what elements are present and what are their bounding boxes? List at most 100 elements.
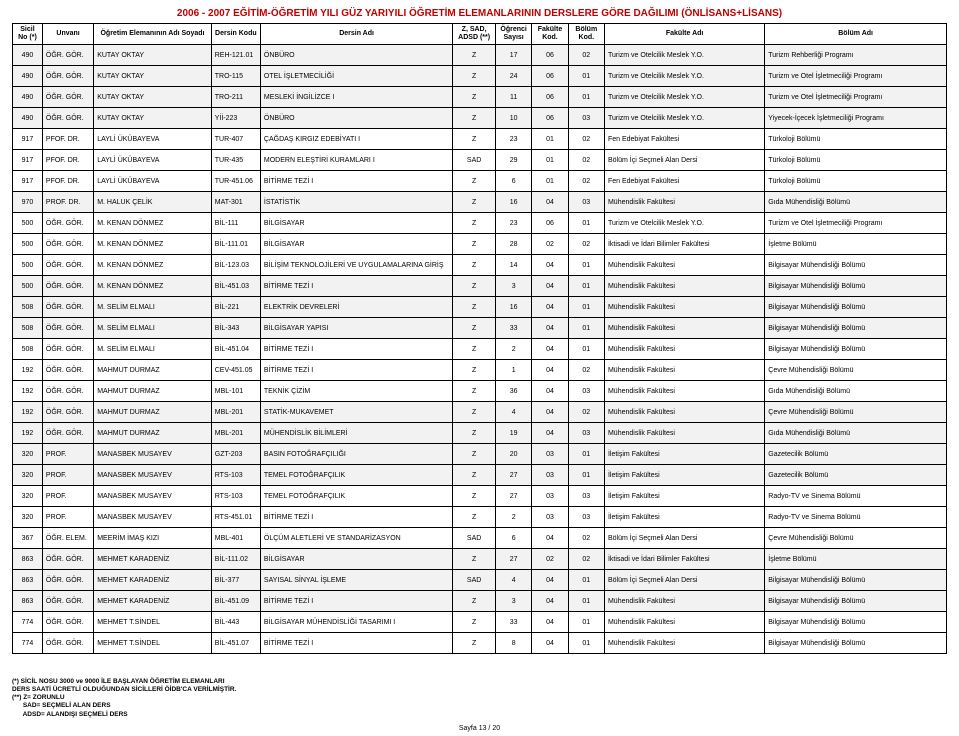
table-cell: ÖĞR. GÖR. — [42, 381, 93, 402]
table-cell: 06 — [532, 108, 568, 129]
table-cell: 06 — [532, 87, 568, 108]
table-cell: Mühendislik Fakültesi — [604, 276, 764, 297]
table-cell: 6 — [495, 528, 531, 549]
table-cell: MEERİM İMAŞ KIZI — [94, 528, 212, 549]
table-cell: ÖĞR. GÖR. — [42, 339, 93, 360]
table-cell: 04 — [532, 276, 568, 297]
table-cell: Radyo-TV ve Sinema Bölümü — [765, 507, 947, 528]
table-cell: 03 — [568, 507, 604, 528]
table-cell: MBL-201 — [211, 423, 260, 444]
table-cell: 01 — [568, 570, 604, 591]
table-cell: 24 — [495, 66, 531, 87]
table-cell: 04 — [532, 318, 568, 339]
table-cell: 508 — [13, 339, 43, 360]
table-cell: MAHMUT DURMAZ — [94, 360, 212, 381]
page-container: 2006 - 2007 EĞİTİM-ÖĞRETİM YILI GÜZ YARI… — [0, 0, 959, 736]
table-cell: 04 — [532, 423, 568, 444]
table-cell: 03 — [568, 423, 604, 444]
table-cell: Z — [453, 381, 496, 402]
table-cell: Türkoloji Bölümü — [765, 150, 947, 171]
table-cell: LAYLİ ÜKÜBAYEVA — [94, 129, 212, 150]
table-cell: 04 — [532, 192, 568, 213]
table-cell: BİL-343 — [211, 318, 260, 339]
table-cell: Mühendislik Fakültesi — [604, 612, 764, 633]
table-cell: 8 — [495, 633, 531, 654]
table-row: 508ÖĞR. GÖR.M. SELİM ELMALIBİL-343BİLGİS… — [13, 318, 947, 339]
table-cell: BİL-123.03 — [211, 255, 260, 276]
table-cell: GZT-203 — [211, 444, 260, 465]
table-cell: 03 — [568, 486, 604, 507]
table-cell: RTS-451.01 — [211, 507, 260, 528]
table-cell: Radyo-TV ve Sinema Bölümü — [765, 486, 947, 507]
table-cell: 04 — [532, 255, 568, 276]
table-cell: 01 — [568, 66, 604, 87]
table-cell: 04 — [532, 297, 568, 318]
table-cell: MESLEKİ İNGİLİZCE I — [260, 87, 452, 108]
table-cell: 01 — [532, 171, 568, 192]
table-cell: 01 — [568, 339, 604, 360]
table-row: 774ÖĞR. GÖR.MEHMET T.SİNDELBİL-451.07BİT… — [13, 633, 947, 654]
table-row: 500ÖĞR. GÖR.M. KENAN DÖNMEZBİL-111BİLGİS… — [13, 213, 947, 234]
table-cell: Z — [453, 192, 496, 213]
table-cell: 01 — [568, 318, 604, 339]
table-cell: Z — [453, 444, 496, 465]
table-cell: Z — [453, 549, 496, 570]
table-cell: MEHMET KARADENİZ — [94, 549, 212, 570]
table-cell: İşletme Bölümü — [765, 234, 947, 255]
page-number: Sayfa 13 / 20 — [12, 725, 947, 732]
table-cell: Z — [453, 612, 496, 633]
table-cell: Bilgisayar Mühendisliği Bölümü — [765, 591, 947, 612]
table-cell: 500 — [13, 213, 43, 234]
table-cell: BİLİŞİM TEKNOLOJİLERİ VE UYGULAMALARINA … — [260, 255, 452, 276]
table-header-cell: Z, SAD, ADSD (**) — [453, 24, 496, 45]
table-cell: 3 — [495, 276, 531, 297]
table-cell: M. KENAN DÖNMEZ — [94, 213, 212, 234]
table-cell: 01 — [568, 87, 604, 108]
table-cell: 02 — [568, 549, 604, 570]
table-cell: 02 — [568, 360, 604, 381]
table-cell: 917 — [13, 150, 43, 171]
table-cell: 508 — [13, 297, 43, 318]
table-cell: M. KENAN DÖNMEZ — [94, 276, 212, 297]
table-cell: 02 — [568, 528, 604, 549]
table-row: 192ÖĞR. GÖR.MAHMUT DURMAZCEV-451.05BİTİR… — [13, 360, 947, 381]
table-cell: Z — [453, 360, 496, 381]
table-cell: BİTİRME TEZİ I — [260, 276, 452, 297]
table-row: 970PROF. DR.M. HALUK ÇELİKMAT-301İSTATİS… — [13, 192, 947, 213]
footnote-line: (**) Z= ZORUNLU — [12, 694, 947, 702]
table-cell: 03 — [532, 444, 568, 465]
table-cell: Z — [453, 276, 496, 297]
table-cell: BİL-221 — [211, 297, 260, 318]
table-cell: 04 — [532, 402, 568, 423]
table-cell: 16 — [495, 192, 531, 213]
table-cell: MANASBEK MUSAYEV — [94, 465, 212, 486]
table-cell: M. SELİM ELMALI — [94, 297, 212, 318]
table-row: 508ÖĞR. GÖR.M. SELİM ELMALIBİL-451.04BİT… — [13, 339, 947, 360]
table-cell: Z — [453, 402, 496, 423]
table-row: 917PFOF. DR.LAYLİ ÜKÜBAYEVATUR-451.06BİT… — [13, 171, 947, 192]
table-cell: BİLGİSAYAR YAPISI — [260, 318, 452, 339]
table-cell: Mühendislik Fakültesi — [604, 633, 764, 654]
table-cell: MEHMET T.SİNDEL — [94, 633, 212, 654]
table-header-cell: Unvanı — [42, 24, 93, 45]
table-cell: Z — [453, 108, 496, 129]
table-row: 917PFOF. DR.LAYLİ ÜKÜBAYEVATUR-407ÇAĞDAŞ… — [13, 129, 947, 150]
table-cell: İletişim Fakültesi — [604, 444, 764, 465]
table-cell: BİTİRME TEZİ I — [260, 171, 452, 192]
table-cell: 04 — [532, 528, 568, 549]
table-cell: Yiyecek-İçecek İşletmeciliği Programı — [765, 108, 947, 129]
table-header-cell: Dersin Kodu — [211, 24, 260, 45]
table-cell: İktisadi ve İdari Bilimler Fakültesi — [604, 234, 764, 255]
table-row: 863ÖĞR. GÖR.MEHMET KARADENİZBİL-451.09Bİ… — [13, 591, 947, 612]
table-cell: Z — [453, 486, 496, 507]
table-cell: BİTİRME TEZİ I — [260, 591, 452, 612]
table-cell: 04 — [532, 591, 568, 612]
table-header-cell: Sicil No (*) — [13, 24, 43, 45]
table-row: 320PROF.MANASBEK MUSAYEVGZT-203BASIN FOT… — [13, 444, 947, 465]
table-cell: 06 — [532, 66, 568, 87]
table-cell: MBL-401 — [211, 528, 260, 549]
table-cell: BİL-377 — [211, 570, 260, 591]
table-cell: 17 — [495, 45, 531, 66]
table-cell: Turizm ve Otelcilik Meslek Y.O. — [604, 87, 764, 108]
table-cell: BİTİRME TEZİ I — [260, 507, 452, 528]
